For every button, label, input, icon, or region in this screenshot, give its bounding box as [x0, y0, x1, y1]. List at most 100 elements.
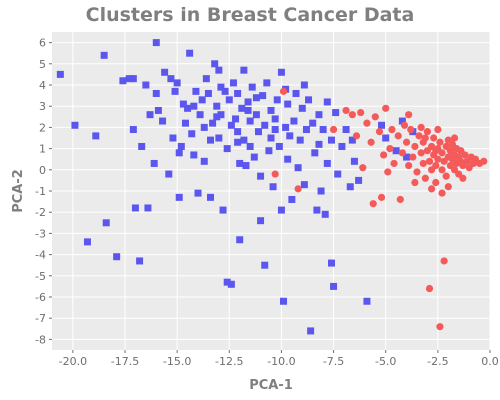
- cluster-a-point: [169, 134, 177, 142]
- y-tick-label: -3: [35, 227, 46, 240]
- cluster-a-point: [317, 187, 325, 195]
- cluster-a-point: [330, 282, 338, 290]
- cluster-a-point: [271, 115, 279, 123]
- cluster-a-point: [254, 128, 262, 136]
- y-axis-ticks: 6 5 4 3 2 1 0 -1 -2 -3 -4 -5 -6 -7 -8: [35, 37, 52, 346]
- y-tick-label: 5: [39, 58, 46, 71]
- x-axis-label: PCA-1: [249, 378, 293, 393]
- cluster-a-point: [300, 81, 308, 89]
- cluster-b-point: [352, 132, 361, 140]
- cluster-a-point: [355, 176, 363, 184]
- cluster-a-point: [327, 259, 335, 267]
- y-tick-label: 1: [39, 143, 46, 156]
- x-tick-label: -15.0: [163, 355, 191, 368]
- cluster-a-point: [223, 278, 231, 286]
- cluster-a-point: [261, 121, 269, 129]
- cluster-b-point: [396, 195, 404, 204]
- cluster-a-point: [175, 193, 183, 201]
- cluster-a-point: [146, 111, 154, 119]
- cluster-a-point: [217, 83, 225, 91]
- cluster-b-point: [442, 172, 450, 180]
- cluster-a-point: [332, 109, 340, 117]
- cluster-a-point: [188, 130, 196, 138]
- y-tick-label: -6: [35, 291, 46, 304]
- cluster-a-point: [225, 96, 233, 104]
- cluster-a-point: [131, 204, 139, 212]
- cluster-b-point: [377, 193, 386, 201]
- cluster-a-point: [71, 121, 79, 129]
- cluster-a-point: [102, 219, 110, 227]
- cluster-a-point: [144, 204, 152, 212]
- cluster-b-point: [384, 168, 392, 176]
- cluster-a-point: [234, 138, 242, 146]
- cluster-b-point: [438, 189, 446, 197]
- cluster-a-point: [194, 189, 202, 197]
- y-tick-label: -4: [35, 249, 46, 262]
- cluster-a-point: [296, 136, 304, 144]
- cluster-a-point: [113, 253, 121, 261]
- cluster-b-point: [409, 153, 417, 161]
- x-tick-label: 0.0: [481, 355, 499, 368]
- cluster-b-point: [438, 149, 446, 157]
- cluster-b-point: [415, 132, 423, 140]
- cluster-a-point: [342, 126, 350, 134]
- cluster-a-point: [161, 68, 169, 76]
- y-tick-label: -5: [35, 270, 46, 283]
- cluster-b-point: [411, 142, 419, 151]
- cluster-b-point: [359, 164, 367, 172]
- cluster-b-point: [279, 87, 288, 95]
- cluster-a-point: [204, 89, 212, 97]
- cluster-a-point: [265, 147, 273, 155]
- cluster-a-point: [232, 115, 240, 123]
- cluster-a-point: [129, 75, 137, 83]
- cluster-b-point: [398, 149, 406, 157]
- cluster-a-point: [92, 132, 100, 140]
- cluster-a-point: [323, 159, 331, 167]
- cluster-a-point: [179, 100, 187, 108]
- cluster-a-point: [238, 104, 246, 112]
- cluster-a-point: [229, 79, 237, 87]
- y-tick-label: -1: [35, 185, 46, 198]
- cluster-b-point: [371, 113, 379, 121]
- cluster-b-point: [421, 174, 429, 182]
- cluster-a-point: [213, 113, 221, 121]
- cluster-a-point: [119, 77, 127, 85]
- cluster-a-point: [129, 126, 137, 134]
- cluster-b-point: [402, 138, 411, 146]
- cluster-a-point: [150, 159, 158, 167]
- cluster-a-point: [159, 117, 167, 125]
- cluster-a-point: [263, 79, 271, 87]
- cluster-b-point: [440, 257, 448, 265]
- cluster-a-point: [215, 66, 223, 74]
- x-tick-label: -17.5: [111, 355, 139, 368]
- cluster-b-point: [436, 323, 444, 331]
- cluster-a-point: [236, 236, 244, 244]
- cluster-a-point: [315, 140, 323, 148]
- cluster-a-point: [83, 238, 91, 246]
- cluster-a-point: [200, 157, 208, 165]
- cluster-a-point: [257, 172, 265, 180]
- cluster-b-point: [432, 178, 440, 187]
- cluster-a-point: [207, 193, 215, 201]
- cluster-a-point: [211, 60, 219, 68]
- x-axis-ticks: -20.0 -17.5 -15.0 -12.5 -10.0 -7.5 -5.0 -2.5 0.0: [59, 350, 499, 368]
- cluster-a-point: [277, 68, 285, 76]
- cluster-a-point: [284, 100, 292, 108]
- cluster-a-point: [142, 81, 150, 89]
- cluster-b-point: [436, 138, 444, 146]
- cluster-a-point: [190, 151, 198, 159]
- cluster-b-point: [363, 119, 371, 127]
- cluster-a-point: [350, 157, 358, 165]
- cluster-a-point: [267, 134, 275, 142]
- cluster-b-point: [388, 125, 396, 134]
- x-tick-label: -5.0: [375, 355, 396, 368]
- cluster-a-point: [321, 210, 329, 218]
- cluster-a-point: [242, 162, 250, 170]
- cluster-b-point: [434, 155, 442, 163]
- cluster-b-point: [425, 284, 434, 293]
- cluster-a-point: [56, 70, 64, 78]
- cluster-a-point: [227, 280, 235, 288]
- cluster-a-point: [259, 92, 267, 100]
- cluster-a-point: [200, 123, 208, 131]
